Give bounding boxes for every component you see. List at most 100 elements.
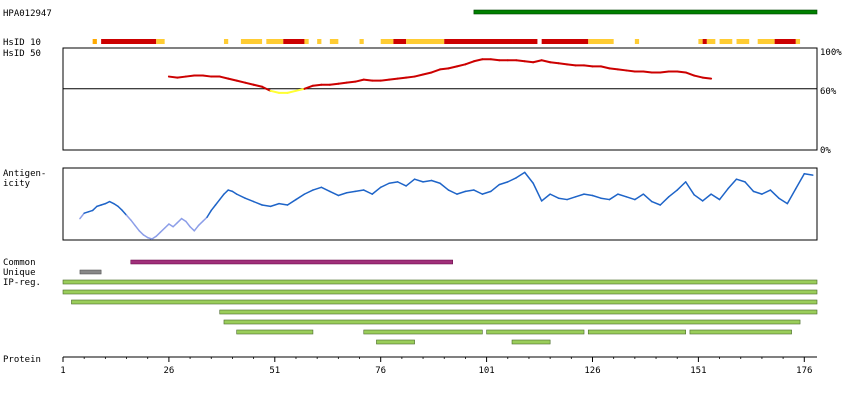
antigenicity-label-1: Antigen- (3, 169, 46, 179)
identity-segment-17 (311, 83, 323, 87)
identity-segment-32 (439, 67, 450, 71)
antigenicity-segment-53 (371, 186, 382, 195)
hsid10-segment-20 (702, 39, 707, 44)
antigenicity-segment-79 (591, 194, 602, 199)
protein-axis-label: Protein (3, 355, 41, 365)
identity-ytick-0: 0% (820, 146, 831, 156)
hsid10-segment-2 (156, 39, 165, 44)
identity-segment-1 (176, 75, 187, 79)
antigenicity-segment-50 (346, 190, 357, 194)
identity-segment-45 (549, 61, 560, 65)
hsid10-segment-23 (736, 39, 750, 44)
identity-segment-34 (455, 63, 467, 68)
hsid10-segment-24 (757, 39, 775, 44)
identity-segment-12 (269, 89, 281, 94)
identity-segment-52 (608, 67, 619, 71)
identity-panel (62, 47, 818, 151)
hsid10-segment-11 (380, 39, 394, 44)
identity-segment-36 (472, 58, 484, 63)
identity-segment-26 (388, 77, 399, 81)
antigenicity-segment-82 (617, 193, 628, 198)
hsid10-segment-13 (406, 39, 445, 44)
antigenicity-segment-20 (163, 223, 170, 229)
antigenicity-segment-97 (744, 181, 755, 193)
hsid10-segment-22 (719, 39, 733, 44)
antigenicity-segment-22 (172, 221, 179, 228)
antigenicity-segment-24 (180, 217, 187, 223)
antigenicity-segment-96 (735, 178, 746, 183)
antigenicity-segment-77 (574, 193, 585, 198)
identity-segment-60 (676, 70, 687, 74)
hsid10-label: HsID 10 (3, 38, 41, 48)
antigenicity-label-2: icity (3, 179, 31, 189)
protein-tick-label-5: 126 (584, 366, 600, 376)
antigenicity-segment-52 (363, 189, 373, 195)
identity-segment-35 (464, 60, 475, 66)
antigenicity-segment-41 (269, 202, 280, 208)
identity-segment-28 (405, 75, 416, 79)
antigenicity-segment-30 (206, 209, 213, 218)
antigenicity-segment-67 (490, 183, 501, 193)
antigenicity-segment-63 (456, 190, 467, 195)
antigenicity-segment-80 (600, 197, 611, 201)
antigenicity-segment-40 (261, 204, 272, 208)
antigenicity-segment-3 (91, 205, 98, 212)
hsid50-label: HsID 50 (3, 49, 41, 59)
antigenicity-segment-81 (608, 193, 619, 201)
antigenicity-segment-46 (312, 186, 323, 191)
identity-segment-8 (235, 79, 247, 84)
antigenicity-segment-39 (252, 200, 263, 206)
identity-segment-19 (328, 82, 340, 86)
identity-segment-49 (583, 64, 594, 68)
antigenicity-segment-37 (235, 193, 246, 199)
ipreg-bar-2-0 (71, 299, 818, 305)
antigenicity-segment-28 (197, 220, 204, 227)
ipreg-bar-3-0 (219, 309, 818, 315)
ipreg-bar-5-1 (363, 329, 483, 335)
antigenicity-segment-27 (193, 224, 200, 232)
antigenicity-segment-36 (231, 190, 238, 195)
hsid10-segment-14 (444, 39, 513, 44)
identity-segment-61 (684, 71, 696, 77)
hsid10-segment-1 (101, 39, 157, 44)
identity-segment-27 (396, 76, 408, 80)
ipreg-bar-0-0 (62, 279, 818, 285)
antigenicity-panel (62, 167, 818, 241)
antigenicity-segment-19 (159, 227, 166, 233)
antigenicity-segment-44 (295, 193, 306, 201)
identity-segment-42 (523, 60, 535, 64)
hsid10-segment-6 (283, 39, 305, 44)
hsid10-segment-12 (393, 39, 407, 44)
identity-segment-7 (227, 77, 238, 82)
identity-segment-30 (422, 71, 433, 76)
antigenicity-segment-93 (710, 193, 721, 201)
antigen-bar (473, 9, 818, 15)
protein-tick-label-1: 26 (163, 366, 174, 376)
antigenicity-segment-21 (168, 223, 174, 228)
identity-segment-16 (303, 84, 314, 90)
hsid10-segment-18 (634, 39, 640, 44)
antigenicity-segment-26 (189, 226, 196, 232)
identity-line (167, 58, 713, 94)
identity-segment-15 (294, 87, 306, 92)
antigenicity-segment-38 (244, 197, 255, 203)
ipreg-track (62, 279, 818, 345)
identity-segment-46 (557, 62, 569, 66)
identity-segment-0 (167, 75, 179, 79)
identity-segment-62 (693, 74, 704, 79)
protein-tick-label-6: 151 (690, 366, 706, 376)
antigenicity-segment-18 (155, 231, 162, 238)
antigenicity-segment-92 (701, 193, 712, 202)
antigenicity-segment-32 (214, 198, 221, 206)
identity-segment-11 (261, 85, 272, 92)
antigenicity-segment-83 (625, 196, 636, 201)
hsid10-segment-10 (359, 39, 364, 44)
antigenicity-segment-33 (218, 193, 225, 201)
antigenicity-segment-102 (786, 187, 797, 205)
antigenicity-segment-10 (121, 209, 128, 216)
antigenicity-segment-8 (113, 202, 119, 208)
antigenicity-segment-68 (498, 181, 509, 186)
identity-segment-56 (642, 70, 653, 74)
antigenicity-segment-78 (583, 193, 594, 197)
antigenicity-segment-64 (464, 189, 475, 193)
